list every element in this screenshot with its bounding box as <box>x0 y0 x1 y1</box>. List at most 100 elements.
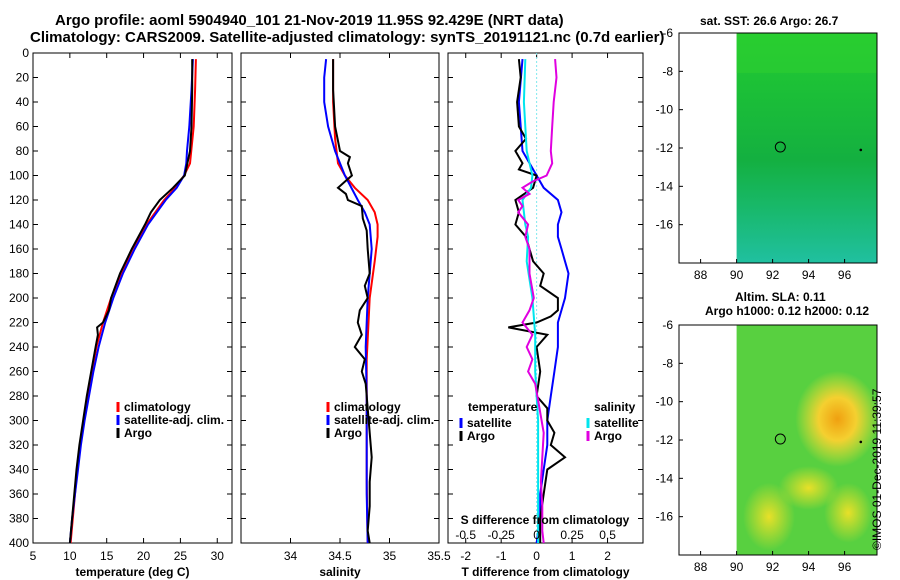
x-tick-label-difference: 2 <box>604 549 611 563</box>
depth-tick-label: 360 <box>9 487 29 501</box>
sst-field-warm-band <box>736 33 877 73</box>
legend-label-temperature: satellite-adj. clim. <box>124 413 224 427</box>
x-tick-label-temperature: 30 <box>211 549 225 563</box>
argo-position-marker-sla <box>774 433 786 445</box>
s-tick-label: -0.25 <box>488 528 516 542</box>
map-y-tick-label-sst: -6 <box>662 26 673 40</box>
sla-map-title: Altim. SLA: 0.11 <box>735 290 826 304</box>
x-tick-label-difference: 1 <box>569 549 576 563</box>
depth-tick-label: 140 <box>9 218 29 232</box>
plot-frame-difference <box>447 52 644 544</box>
depth-tick-label: 120 <box>9 193 29 207</box>
map-x-tick-label-sst: 90 <box>730 268 744 282</box>
x-tick-label-difference: -1 <box>496 549 507 563</box>
legend-label-salinity: satellite-adj. clim. <box>334 413 434 427</box>
depth-tick-label: 320 <box>9 438 29 452</box>
x-tick-label-salinity: 35 <box>383 549 397 563</box>
map-y-tick-label-sla: -12 <box>656 433 674 447</box>
sla-high-blob <box>824 482 873 543</box>
x-tick-label-difference: 0 <box>533 549 540 563</box>
x-tick-label-temperature: 10 <box>63 549 77 563</box>
legend-label-temperature: climatology <box>124 400 191 414</box>
legend-label-s-diff: satellite <box>594 416 639 430</box>
profile-track-dot-sla <box>859 440 863 444</box>
depth-tick-label: 240 <box>9 340 29 354</box>
x-axis-label-difference: T difference from climatology <box>461 565 629 579</box>
map-x-tick-label-sla: 88 <box>694 560 708 574</box>
series-line-t-satellite <box>517 59 570 544</box>
x-tick-label-temperature: 15 <box>100 549 114 563</box>
figure-title-line-1: Argo profile: aoml 5904940_101 21-Nov-20… <box>55 12 564 29</box>
legend-label-salinity: climatology <box>334 400 401 414</box>
sla-map-subtitle: Argo h1000: 0.12 h2000: 0.12 <box>705 304 870 318</box>
sla-high-blob <box>743 482 795 551</box>
depth-tick-label: 400 <box>9 536 29 550</box>
series-line-t-argo <box>508 59 567 543</box>
sla-high-blob <box>795 370 877 467</box>
series-line-satellite <box>323 58 373 544</box>
depth-tick-label: 100 <box>9 169 29 183</box>
x-tick-label-temperature: 5 <box>30 549 37 563</box>
map-y-tick-label-sst: -14 <box>656 179 674 193</box>
series-line-argo <box>332 59 373 544</box>
map-x-tick-label-sla: 90 <box>730 560 744 574</box>
depth-tick-label: 180 <box>9 267 29 281</box>
s-tick-label: 0.25 <box>560 528 584 542</box>
x-tick-label-salinity: 34 <box>284 549 298 563</box>
s-tick-label: 0.5 <box>599 528 616 542</box>
map-x-tick-label-sst: 94 <box>802 268 816 282</box>
depth-tick-label: 0 <box>22 46 29 60</box>
legend-head-salinity: salinity <box>594 400 636 414</box>
depth-tick-label: 60 <box>16 120 30 134</box>
sla-high-blob <box>778 465 839 510</box>
legend-label-salinity: Argo <box>334 426 362 440</box>
map-y-tick-label-sst: -12 <box>656 141 674 155</box>
depth-tick-label: 300 <box>9 414 29 428</box>
depth-tick-label: 220 <box>9 316 29 330</box>
legend-label-temperature: Argo <box>124 426 152 440</box>
depth-tick-label: 40 <box>16 95 30 109</box>
x-tick-label-difference: -2 <box>460 549 471 563</box>
depth-tick-label: 340 <box>9 463 29 477</box>
s-tick-label: -0.5 <box>455 528 476 542</box>
legend-label-s-diff: Argo <box>594 429 622 443</box>
depth-tick-label: 280 <box>9 389 29 403</box>
map-y-tick-label-sst: -8 <box>662 64 673 78</box>
depth-tick-label: 80 <box>16 144 30 158</box>
map-y-tick-label-sst: -10 <box>656 103 674 117</box>
depth-tick-label: 160 <box>9 242 29 256</box>
sst-map-title: sat. SST: 26.6 Argo: 26.7 <box>700 14 839 28</box>
map-y-tick-label-sla: -14 <box>656 471 674 485</box>
plot-frame-temperature <box>32 52 233 544</box>
depth-tick-label: 20 <box>16 71 30 85</box>
legend-label-t-diff: Argo <box>467 429 495 443</box>
map-x-tick-label-sla: 92 <box>766 560 780 574</box>
s-tick-label: 0 <box>533 528 540 542</box>
map-x-tick-label-sst: 88 <box>694 268 708 282</box>
plot-frame-salinity <box>240 52 440 544</box>
x-axis-label-temperature: temperature (deg C) <box>75 565 189 579</box>
map-x-tick-label-sla: 94 <box>802 560 816 574</box>
map-y-tick-label-sla: -10 <box>656 395 674 409</box>
map-y-tick-label-sst: -16 <box>656 218 674 232</box>
legend-label-t-diff: satellite <box>467 416 512 430</box>
figure-title-line-2: Climatology: CARS2009. Satellite-adjuste… <box>30 29 665 46</box>
series-line-satellite <box>68 59 194 544</box>
depth-tick-label: 380 <box>9 512 29 526</box>
x-tick-label-salinity: 35.5 <box>427 549 451 563</box>
depth-tick-label: 200 <box>9 291 29 305</box>
series-line-argo <box>68 59 194 544</box>
credit-timestamp: ©IMOS 01-Dec-2019 11:39:57 <box>870 388 884 550</box>
x-tick-label-temperature: 20 <box>137 549 151 563</box>
x-axis-label-salinity: salinity <box>319 565 361 579</box>
sla-highs <box>743 370 877 551</box>
series-line-s-argo <box>516 59 558 544</box>
depth-tick-label: 260 <box>9 365 29 379</box>
map-x-tick-label-sla: 96 <box>838 560 852 574</box>
argo-position-marker-sst <box>774 141 786 153</box>
map-y-tick-label-sla: -16 <box>656 510 674 524</box>
map-y-tick-label-sla: -8 <box>662 356 673 370</box>
profile-track-dot-sst <box>859 148 863 152</box>
map-x-tick-label-sst: 92 <box>766 268 780 282</box>
